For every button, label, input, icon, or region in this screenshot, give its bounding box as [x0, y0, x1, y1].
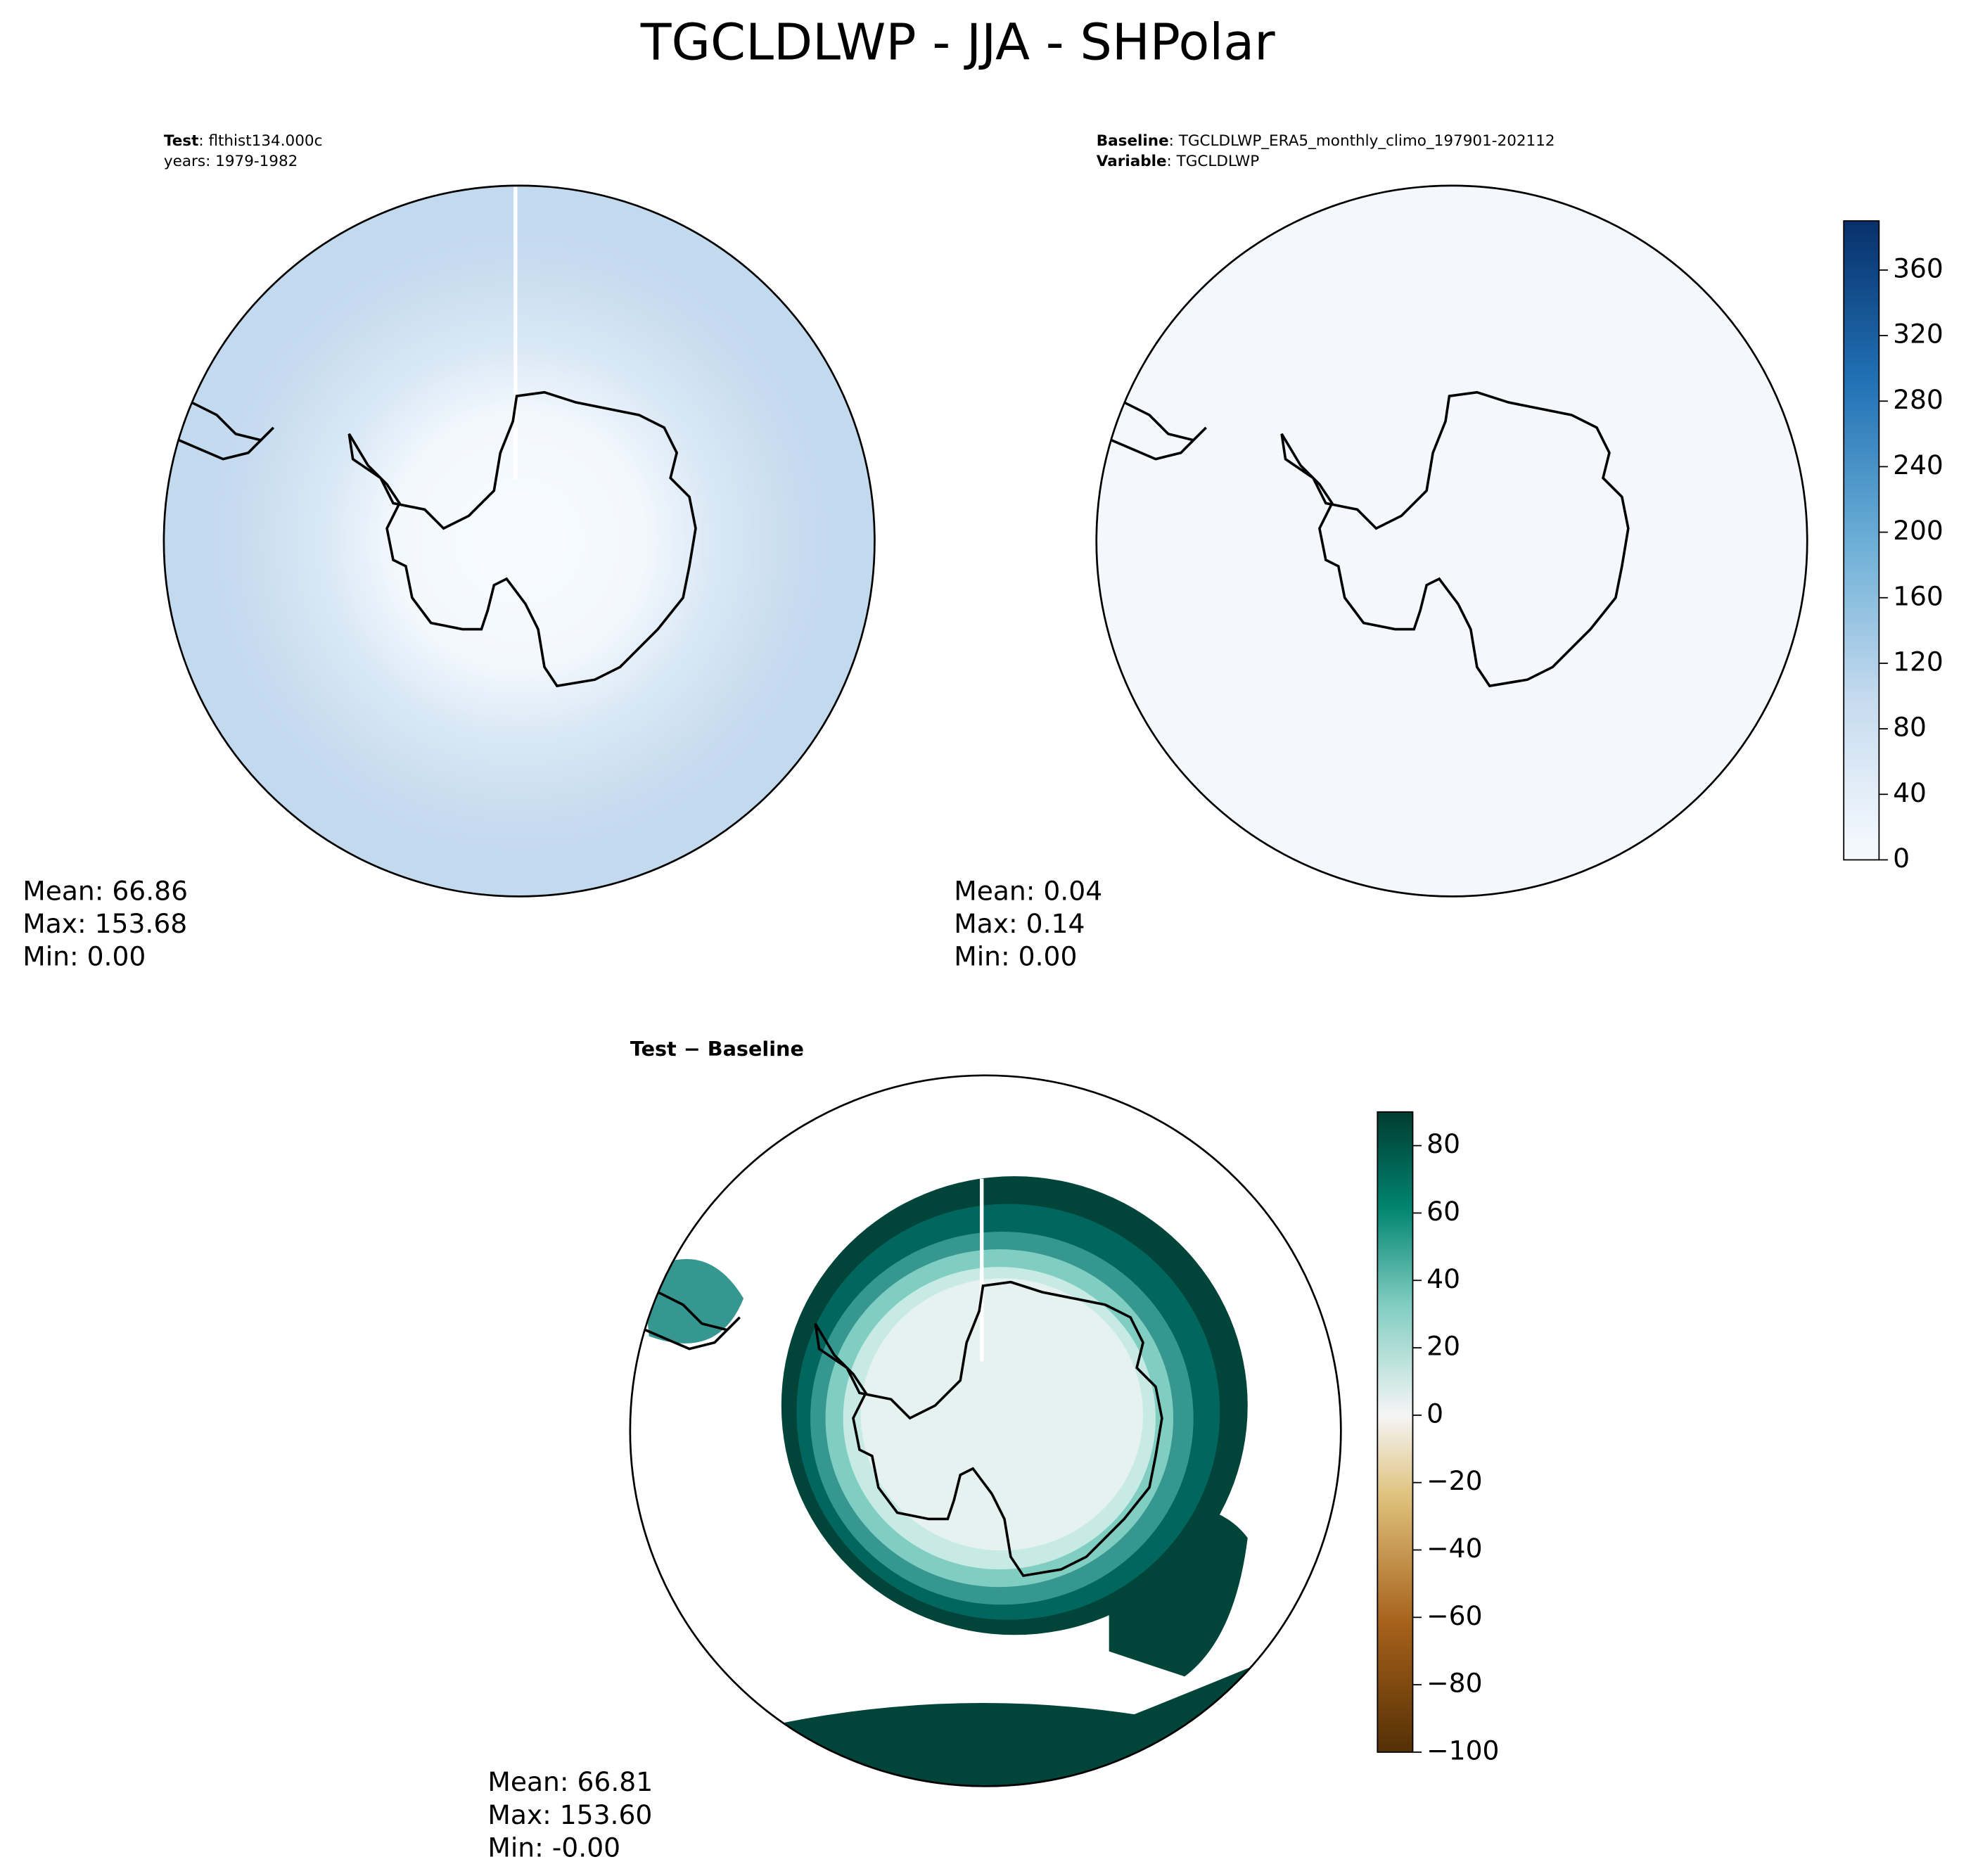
- stat: Min: 0.00: [954, 941, 1077, 972]
- stat: Min: -0.00: [487, 1832, 620, 1863]
- colorbar-tick-label: 0: [1893, 843, 1910, 874]
- stat: Min: 0.00: [23, 941, 146, 972]
- colorbar-tick-label: −100: [1426, 1735, 1499, 1766]
- difference-field: [630, 1176, 1341, 1787]
- colorbar-tick-label: 280: [1893, 384, 1943, 415]
- colorbar-tick-label: 40: [1426, 1263, 1460, 1294]
- colorbar-tick-label: 200: [1893, 515, 1943, 546]
- stat: Mean: 66.86: [23, 876, 188, 907]
- colorbar: [1377, 1111, 1414, 1753]
- header-text: : TGCLDLWP: [1167, 153, 1260, 170]
- header-key: Baseline: [1097, 132, 1169, 150]
- panel-header: Baseline: TGCLDLWP_ERA5_monthly_climo_19…: [1097, 132, 1555, 150]
- header-text: : TGCLDLWP_ERA5_monthly_climo_197901-202…: [1169, 132, 1555, 150]
- colorbar-tick-label: −40: [1426, 1533, 1482, 1564]
- map-border: [629, 1074, 1342, 1787]
- panel-header: Variable: TGCLDLWP: [1097, 153, 1259, 170]
- stat: Max: 153.60: [487, 1799, 652, 1830]
- colorbar-tick-label: 320: [1893, 319, 1943, 350]
- header-text: : flthist134.000c: [198, 132, 322, 150]
- panel-header: years: 1979-1982: [164, 153, 298, 170]
- colorbar-tick-label: −60: [1426, 1600, 1482, 1631]
- map-disk: [162, 184, 876, 898]
- colorbar-tick-label: 40: [1893, 777, 1927, 808]
- stat: Max: 153.68: [23, 908, 187, 939]
- colorbar-tick-label: −20: [1426, 1465, 1482, 1496]
- stat: Max: 0.14: [954, 908, 1085, 939]
- panel-header: Test: flthist134.000c: [164, 132, 322, 150]
- header-key: Variable: [1097, 153, 1167, 170]
- stat: Mean: 0.04: [954, 876, 1102, 907]
- colorbar-tick-label: 360: [1893, 253, 1943, 283]
- colorbar-tick-label: −80: [1426, 1668, 1482, 1699]
- figure-title: TGCLDLWP - JJA - SHPolar: [640, 13, 1275, 72]
- colorbar-tick-label: 20: [1426, 1331, 1460, 1362]
- colorbar-tick-label: 160: [1893, 580, 1943, 611]
- map-disk: [1095, 184, 1808, 898]
- colorbar-tick-label: 120: [1893, 646, 1943, 677]
- colorbar-tick-label: 80: [1893, 712, 1927, 743]
- colorbar-tick-label: 80: [1426, 1128, 1460, 1159]
- colorbar: [1843, 220, 1880, 861]
- colorbar-tick-label: 0: [1426, 1398, 1443, 1429]
- colorbar-tick-label: 240: [1893, 449, 1943, 480]
- header-key: Test: [164, 132, 198, 150]
- stat: Mean: 66.81: [487, 1766, 653, 1797]
- panel-header: Test − Baseline: [630, 1037, 804, 1061]
- colorbar-tick-label: 60: [1426, 1196, 1460, 1227]
